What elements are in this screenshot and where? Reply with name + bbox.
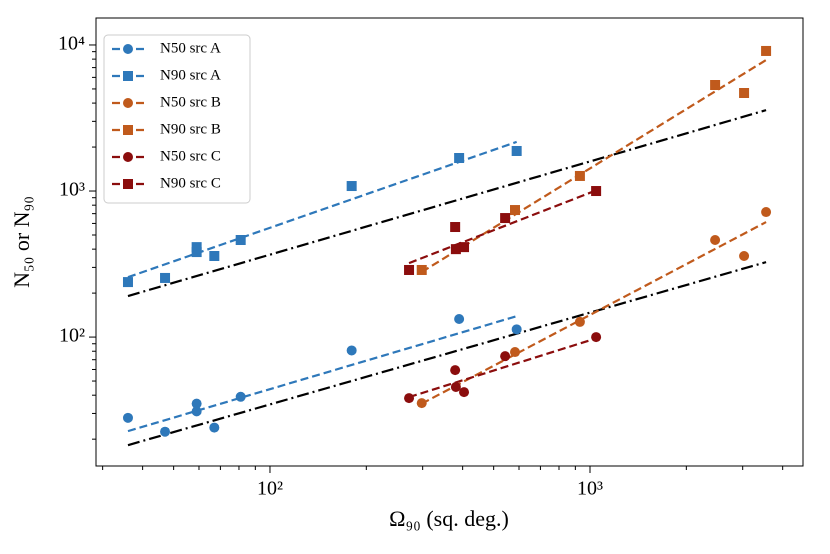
x-tick-label: 10³ bbox=[577, 478, 603, 500]
legend: N50 src A N90 src A N50 src B N90 src B N50 … bbox=[103, 34, 251, 204]
reference-line bbox=[127, 109, 767, 298]
marker bbox=[191, 242, 202, 253]
legend-marker bbox=[123, 98, 133, 108]
marker bbox=[511, 145, 522, 156]
legend-marker bbox=[123, 152, 133, 162]
marker bbox=[450, 244, 461, 255]
marker bbox=[510, 347, 521, 358]
legend-label: N90 src C bbox=[160, 175, 221, 191]
legend-marker bbox=[123, 179, 133, 189]
marker bbox=[160, 272, 171, 283]
marker bbox=[591, 186, 602, 197]
marker bbox=[209, 251, 220, 262]
fit-line bbox=[127, 140, 518, 279]
plot-frame bbox=[95, 17, 804, 467]
fit-line bbox=[408, 189, 597, 265]
marker bbox=[122, 412, 133, 423]
marker bbox=[459, 242, 470, 253]
fit-line bbox=[408, 337, 597, 399]
marker bbox=[511, 324, 522, 335]
marker bbox=[761, 45, 772, 56]
marker bbox=[404, 264, 415, 275]
marker bbox=[710, 235, 721, 246]
marker bbox=[346, 345, 357, 356]
legend-marker bbox=[123, 71, 133, 81]
y-tick-label: 10³ bbox=[59, 179, 85, 201]
marker bbox=[574, 170, 585, 181]
marker bbox=[235, 391, 246, 402]
marker bbox=[235, 235, 246, 246]
legend-label: N90 src A bbox=[160, 67, 221, 83]
marker bbox=[454, 153, 465, 164]
x-tick-label: 10² bbox=[257, 478, 283, 500]
marker bbox=[739, 251, 750, 262]
marker bbox=[416, 264, 427, 275]
legend-label: N50 src C bbox=[160, 148, 221, 164]
reference-line bbox=[127, 261, 767, 447]
marker bbox=[500, 351, 511, 362]
legend-label: N50 src A bbox=[160, 40, 221, 56]
marker bbox=[160, 426, 171, 437]
fit-line bbox=[421, 221, 767, 405]
marker bbox=[450, 365, 461, 376]
marker bbox=[450, 222, 461, 233]
marker bbox=[574, 316, 585, 327]
marker bbox=[510, 205, 521, 216]
marker bbox=[454, 313, 465, 324]
marker bbox=[761, 207, 772, 218]
legend-marker bbox=[123, 44, 133, 54]
marker bbox=[122, 277, 133, 288]
legend-marker bbox=[123, 125, 133, 135]
marker bbox=[739, 87, 750, 98]
marker bbox=[404, 393, 415, 404]
marker bbox=[416, 398, 427, 409]
marker bbox=[191, 398, 202, 409]
marker bbox=[450, 382, 461, 393]
legend-label: N50 src B bbox=[160, 94, 221, 110]
y-axis-label: N₅₀ or N₉₀ bbox=[9, 196, 34, 288]
y-tick-label: 10⁴ bbox=[58, 33, 85, 55]
marker bbox=[209, 422, 220, 433]
marker bbox=[459, 387, 470, 398]
marker bbox=[591, 332, 602, 343]
marker bbox=[500, 213, 511, 224]
x-axis-label: Ω₉₀ (sq. deg.) bbox=[389, 506, 509, 531]
marker bbox=[191, 406, 202, 417]
y-tick-label: 10² bbox=[59, 325, 85, 347]
legend-label: N90 src B bbox=[160, 121, 221, 137]
marker bbox=[710, 80, 721, 91]
marker bbox=[346, 181, 357, 192]
